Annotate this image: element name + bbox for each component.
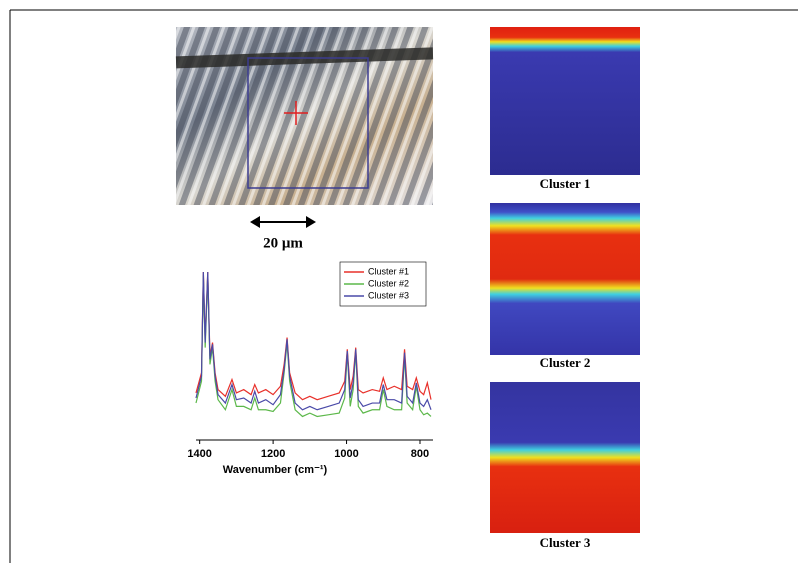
spectrum-line — [195, 275, 432, 418]
legend-label: Cluster #2 — [368, 278, 409, 288]
scale-arrow — [250, 216, 316, 228]
spectrum-line — [195, 271, 432, 411]
map-label: Cluster 3 — [540, 535, 591, 550]
spectrum-chart: Wavenumber (cm⁻¹) 1400 1200 1000 800 Cluster… — [187, 261, 433, 476]
heatmap — [490, 27, 640, 175]
x-tick-label: 800 — [411, 448, 429, 460]
x-tick-label: 1400 — [187, 448, 211, 460]
spectrum-line — [195, 271, 432, 401]
heatmap — [490, 382, 640, 533]
legend-label: Cluster #3 — [368, 290, 409, 300]
scale-label: 20 μm — [263, 235, 303, 251]
x-axis-label: Wavenumber (cm⁻¹) — [223, 464, 328, 476]
map-label: Cluster 2 — [540, 355, 591, 370]
x-tick-label: 1000 — [334, 448, 358, 460]
legend-label: Cluster #1 — [368, 266, 409, 276]
heatmap — [490, 203, 640, 355]
map-label: Cluster 1 — [540, 176, 591, 191]
x-tick-label: 1200 — [261, 448, 285, 460]
micrograph — [175, 27, 434, 205]
